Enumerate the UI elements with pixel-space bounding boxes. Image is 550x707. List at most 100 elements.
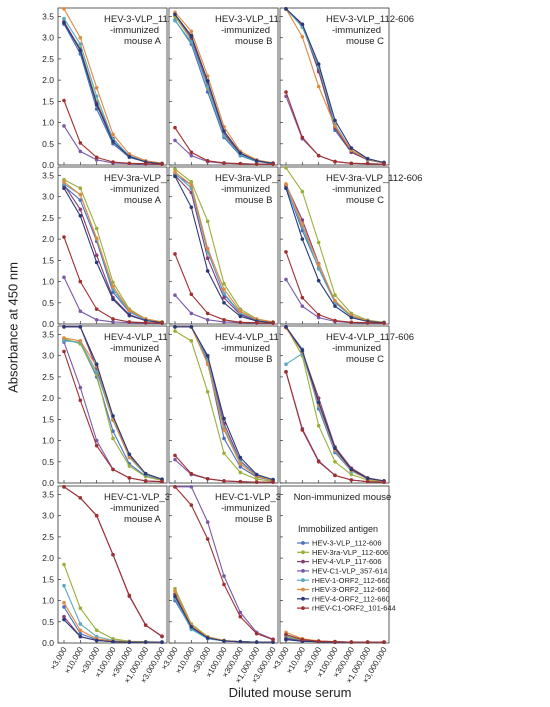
x-axis-label: Diluted mouse serum bbox=[228, 685, 352, 700]
data-point bbox=[111, 639, 115, 644]
data-point bbox=[365, 640, 370, 644]
y-tick-label: 0.5 bbox=[42, 298, 54, 308]
data-point bbox=[62, 275, 66, 280]
data-point bbox=[189, 29, 194, 34]
data-point bbox=[254, 640, 259, 644]
data-point bbox=[62, 98, 66, 103]
data-point bbox=[78, 622, 83, 626]
data-point bbox=[316, 278, 321, 283]
data-point bbox=[143, 471, 148, 476]
data-point bbox=[189, 180, 194, 184]
y-tick-label: 2.0 bbox=[42, 393, 54, 403]
data-point bbox=[382, 480, 386, 484]
data-point bbox=[382, 321, 386, 325]
data-point bbox=[300, 295, 305, 300]
data-point bbox=[94, 260, 99, 265]
data-point bbox=[173, 125, 177, 130]
panel-title-line: HEV-C1-VLP_357-614 bbox=[215, 492, 311, 503]
data-point bbox=[94, 102, 99, 107]
y-tick-label: 1.0 bbox=[42, 596, 54, 606]
data-point bbox=[160, 321, 164, 325]
data-point bbox=[78, 48, 83, 53]
data-point bbox=[333, 304, 337, 308]
data-point bbox=[205, 84, 210, 89]
data-point bbox=[222, 416, 226, 421]
data-point bbox=[173, 325, 177, 329]
data-point bbox=[316, 62, 321, 66]
data-point bbox=[300, 22, 305, 26]
data-point bbox=[349, 467, 354, 472]
data-point bbox=[94, 513, 99, 518]
data-point bbox=[127, 464, 132, 468]
data-point bbox=[189, 311, 194, 316]
y-tick-label: 2.0 bbox=[42, 75, 54, 85]
data-point bbox=[189, 292, 194, 297]
panel-title-line: mouse A bbox=[124, 36, 162, 47]
y-tick-label: 3.0 bbox=[42, 511, 54, 521]
panel-frame bbox=[279, 166, 390, 325]
data-point bbox=[205, 389, 210, 394]
y-tick-label: 3.0 bbox=[42, 33, 54, 43]
data-point bbox=[382, 640, 386, 644]
data-point bbox=[78, 192, 83, 197]
data-point bbox=[271, 321, 275, 325]
data-point bbox=[111, 317, 115, 321]
data-point bbox=[238, 462, 243, 466]
data-point bbox=[111, 429, 115, 434]
data-point bbox=[160, 634, 164, 639]
legend-swatch-dot bbox=[301, 596, 305, 601]
data-point bbox=[205, 362, 210, 366]
data-point bbox=[222, 317, 226, 322]
data-point bbox=[94, 307, 99, 311]
data-point bbox=[254, 480, 259, 484]
data-point bbox=[284, 7, 288, 11]
panel-title-line: mouse A bbox=[124, 195, 162, 206]
data-point bbox=[254, 631, 259, 636]
data-point bbox=[300, 222, 305, 227]
data-point bbox=[365, 479, 370, 484]
data-point bbox=[284, 186, 288, 191]
data-point bbox=[62, 336, 66, 340]
data-point bbox=[62, 7, 66, 11]
y-tick-label: 0.0 bbox=[42, 638, 54, 648]
data-point bbox=[78, 606, 83, 611]
data-point bbox=[333, 459, 337, 464]
data-point bbox=[173, 329, 177, 333]
data-point bbox=[62, 600, 66, 605]
data-point bbox=[316, 459, 321, 464]
data-point bbox=[238, 614, 243, 619]
data-point bbox=[300, 35, 305, 39]
y-tick-label: 3.5 bbox=[42, 489, 54, 499]
data-point bbox=[173, 589, 177, 594]
data-point bbox=[127, 161, 132, 166]
data-point bbox=[160, 479, 164, 484]
data-point bbox=[189, 150, 194, 155]
data-point bbox=[127, 476, 132, 480]
data-point bbox=[78, 42, 83, 46]
data-point bbox=[300, 135, 305, 140]
data-point bbox=[173, 457, 177, 462]
panel-title-line: HEV-3-VLP_112-606 bbox=[104, 14, 192, 25]
data-point bbox=[284, 277, 288, 282]
data-point bbox=[284, 325, 288, 329]
data-point bbox=[173, 18, 177, 23]
panel-title-line: mouse C bbox=[346, 195, 384, 206]
data-point bbox=[284, 90, 288, 94]
data-point bbox=[78, 213, 83, 218]
panel-title-line: mouse B bbox=[235, 195, 273, 206]
data-point bbox=[254, 158, 259, 163]
data-point bbox=[254, 477, 259, 481]
data-point bbox=[222, 287, 226, 292]
data-point bbox=[78, 309, 83, 314]
panel-title-line: -immunized bbox=[332, 343, 381, 354]
data-point bbox=[333, 124, 337, 128]
data-point bbox=[205, 158, 210, 163]
panel-title-line: mouse C bbox=[346, 36, 384, 47]
data-point bbox=[300, 637, 305, 642]
data-point bbox=[78, 279, 83, 284]
legend-entry-label: HEV-3-VLP_112-606 bbox=[312, 539, 382, 548]
data-point bbox=[78, 339, 83, 343]
data-point bbox=[189, 625, 194, 629]
data-point bbox=[94, 226, 99, 231]
